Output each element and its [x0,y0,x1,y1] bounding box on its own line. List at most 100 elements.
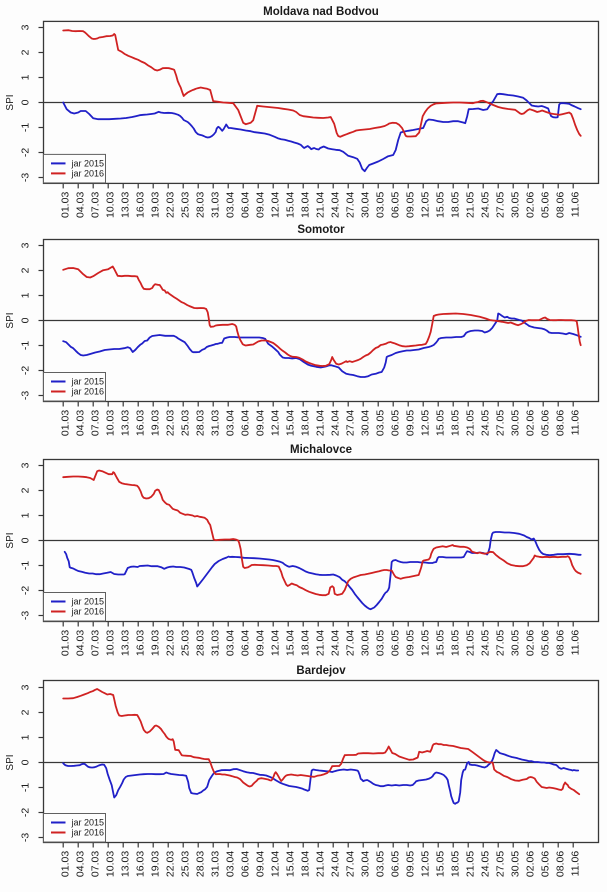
svg-text:18.04: 18.04 [300,630,312,656]
svg-text:1: 1 [20,512,32,518]
svg-text:0: 0 [20,537,32,543]
svg-text:03.05: 03.05 [375,192,387,218]
svg-text:06.04: 06.04 [240,410,252,436]
svg-text:18.05: 18.05 [450,630,462,656]
svg-text:21.05: 21.05 [465,192,477,218]
svg-text:01.03: 01.03 [60,851,72,877]
svg-text:15.04: 15.04 [285,192,297,218]
svg-text:-3: -3 [20,611,32,620]
svg-text:SPI: SPI [5,532,16,548]
svg-text:15.04: 15.04 [285,851,297,877]
svg-text:09.05: 09.05 [405,851,417,877]
svg-text:Michalovce: Michalovce [290,444,352,456]
svg-text:27.04: 27.04 [345,410,357,436]
svg-text:24.05: 24.05 [480,410,492,436]
svg-text:05.06: 05.06 [540,410,552,436]
svg-text:13.03: 13.03 [120,851,132,877]
svg-text:03.05: 03.05 [375,851,387,877]
svg-text:-1: -1 [20,341,32,350]
svg-text:07.03: 07.03 [90,410,102,436]
svg-text:04.03: 04.03 [75,410,87,436]
svg-text:Somotor: Somotor [297,224,345,236]
svg-text:09.04: 09.04 [255,630,267,656]
svg-text:22.03: 22.03 [165,410,177,436]
svg-text:11.06: 11.06 [570,851,582,877]
svg-text:12.05: 12.05 [420,192,432,218]
svg-text:11.06: 11.06 [570,192,582,218]
svg-text:jar 2016: jar 2016 [71,828,105,838]
svg-text:22.03: 22.03 [165,851,177,877]
svg-text:22.03: 22.03 [165,630,177,656]
svg-text:2: 2 [20,487,32,493]
svg-text:09.05: 09.05 [405,410,417,436]
svg-text:24.04: 24.04 [330,410,342,436]
svg-text:02.06: 02.06 [525,410,537,436]
svg-text:06.04: 06.04 [240,192,252,218]
svg-text:-2: -2 [20,586,32,595]
svg-text:jar 2015: jar 2015 [71,597,105,607]
svg-text:2: 2 [20,709,32,715]
svg-text:24.05: 24.05 [480,630,492,656]
svg-text:25.03: 25.03 [180,851,192,877]
svg-text:15.04: 15.04 [285,410,297,436]
svg-text:05.06: 05.06 [540,630,552,656]
svg-text:25.03: 25.03 [180,410,192,436]
svg-text:21.04: 21.04 [315,851,327,877]
svg-text:-1: -1 [20,783,32,792]
svg-text:15.05: 15.05 [435,410,447,436]
svg-text:1: 1 [20,292,32,298]
svg-text:jar 2016: jar 2016 [71,168,105,178]
svg-text:jar 2015: jar 2015 [71,377,105,387]
svg-text:15.04: 15.04 [285,630,297,656]
svg-text:jar 2015: jar 2015 [71,158,105,168]
svg-text:19.03: 19.03 [150,410,162,436]
svg-text:02.06: 02.06 [525,630,537,656]
svg-text:03.04: 03.04 [225,192,237,218]
svg-text:-3: -3 [20,391,32,400]
svg-text:19.03: 19.03 [150,630,162,656]
svg-text:12.04: 12.04 [270,410,282,436]
svg-text:2: 2 [20,267,32,273]
svg-text:16.03: 16.03 [135,630,147,656]
svg-text:27.05: 27.05 [495,192,507,218]
svg-text:12.05: 12.05 [420,410,432,436]
svg-text:01.03: 01.03 [60,192,72,218]
svg-text:06.05: 06.05 [390,410,402,436]
svg-text:02.06: 02.06 [525,192,537,218]
svg-text:30.05: 30.05 [510,192,522,218]
svg-text:21.04: 21.04 [315,410,327,436]
svg-text:03.05: 03.05 [375,630,387,656]
svg-text:09.05: 09.05 [405,192,417,218]
svg-text:12.04: 12.04 [270,851,282,877]
svg-text:30.05: 30.05 [510,410,522,436]
svg-text:25.03: 25.03 [180,630,192,656]
svg-text:21.04: 21.04 [315,630,327,656]
svg-text:04.03: 04.03 [75,192,87,218]
svg-text:30.05: 30.05 [510,851,522,877]
svg-text:24.04: 24.04 [330,851,342,877]
svg-text:08.06: 08.06 [555,630,567,656]
svg-text:3: 3 [20,242,32,248]
svg-text:15.05: 15.05 [435,630,447,656]
svg-text:18.05: 18.05 [450,851,462,877]
svg-text:24.05: 24.05 [480,192,492,218]
svg-text:10.03: 10.03 [105,410,117,436]
svg-text:03.05: 03.05 [375,410,387,436]
svg-text:06.05: 06.05 [390,192,402,218]
svg-text:04.03: 04.03 [75,630,87,656]
svg-text:31.03: 31.03 [210,410,222,436]
svg-text:19.03: 19.03 [150,851,162,877]
svg-text:05.06: 05.06 [540,851,552,877]
svg-text:0: 0 [20,317,32,323]
svg-text:28.03: 28.03 [195,630,207,656]
svg-text:03.04: 03.04 [225,630,237,656]
svg-text:13.03: 13.03 [120,410,132,436]
svg-text:08.06: 08.06 [555,192,567,218]
svg-text:1: 1 [20,734,32,740]
svg-text:18.04: 18.04 [300,192,312,218]
svg-text:22.03: 22.03 [165,192,177,218]
svg-text:jar 2016: jar 2016 [71,607,105,617]
svg-text:jar 2015: jar 2015 [71,818,105,828]
svg-text:18.04: 18.04 [300,410,312,436]
svg-text:31.03: 31.03 [210,192,222,218]
